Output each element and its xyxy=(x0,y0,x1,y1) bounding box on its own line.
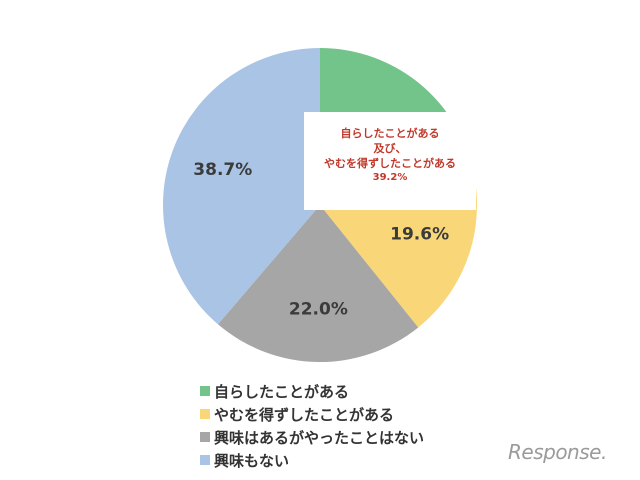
legend-label: 興味はあるがやったことはない xyxy=(214,428,425,447)
slice-value-label: 38.7% xyxy=(193,160,252,180)
combined-callout: 自らしたことがある 及び、 やむを得ずしたことがある 39.2% xyxy=(304,112,476,210)
pie-slice xyxy=(217,205,419,362)
legend-label: 自らしたことがある xyxy=(214,382,350,401)
callout-line: 及び、 xyxy=(373,142,407,155)
legend-item: 興味もない xyxy=(200,450,424,470)
callout-line: やむを得ずしたことがある xyxy=(324,157,456,170)
legend: 自らしたことがある やむを得ずしたことがある 興味はあるがやったことはない 興味… xyxy=(200,381,424,473)
legend-item: 自らしたことがある xyxy=(200,381,424,401)
legend-swatch xyxy=(200,432,210,442)
legend-item: 興味はあるがやったことはない xyxy=(200,427,424,447)
legend-label: 興味もない xyxy=(214,451,290,470)
brand-logo: Response. xyxy=(508,440,607,464)
pie-slice xyxy=(162,48,320,325)
callout-line: 自らしたことがある xyxy=(340,127,440,140)
callout-value: 39.2% xyxy=(372,172,408,183)
legend-swatch xyxy=(200,409,210,419)
legend-item: やむを得ずしたことがある xyxy=(200,404,424,424)
legend-label: やむを得ずしたことがある xyxy=(214,405,395,424)
slice-value-label: 22.0% xyxy=(289,300,348,320)
legend-swatch xyxy=(200,455,210,465)
slice-value-label: 19.6% xyxy=(390,224,449,244)
legend-swatch xyxy=(200,386,210,396)
